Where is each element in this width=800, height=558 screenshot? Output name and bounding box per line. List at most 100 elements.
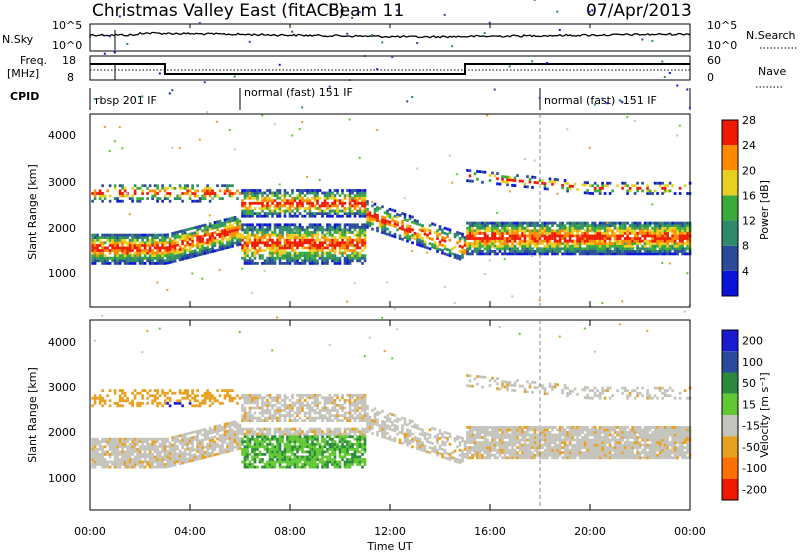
- power-cell: [659, 250, 662, 253]
- power-cell: [186, 254, 189, 257]
- velocity-cell: [246, 419, 249, 422]
- power-cell: [676, 245, 679, 248]
- velocity-cell: [281, 438, 284, 441]
- power-cell: [101, 254, 104, 257]
- power-cell: [94, 244, 97, 247]
- power-cell: [349, 259, 352, 262]
- velocity-cell: [299, 402, 302, 405]
- power-cell: [234, 234, 237, 237]
- power-cell: [449, 229, 452, 232]
- velocity-cell: [314, 394, 317, 397]
- power-cell: [271, 244, 274, 247]
- power-cell: [686, 235, 689, 238]
- velocity-cell: [169, 238, 171, 240]
- velocity-cell: [301, 445, 304, 448]
- power-cell: [224, 192, 227, 195]
- power-cell: [356, 199, 359, 202]
- power-cell: [274, 205, 277, 208]
- power-cell: [566, 235, 569, 238]
- power-cell: [674, 192, 677, 195]
- velocity-cell: [241, 394, 244, 397]
- velocity-cell: [284, 451, 287, 454]
- velocity-cell: [276, 317, 278, 319]
- velocity-cell: [151, 402, 154, 405]
- power-cell: [221, 242, 224, 245]
- power-cell: [594, 240, 597, 243]
- power-cell: [206, 190, 209, 193]
- power-cell: [529, 242, 532, 245]
- power-cell: [166, 262, 169, 265]
- power-cell: [556, 178, 559, 181]
- power-cell: [419, 239, 422, 242]
- velocity-cell: [101, 453, 104, 456]
- power-cell: [619, 229, 622, 232]
- power-cell: [209, 248, 212, 251]
- velocity-cell: [264, 453, 267, 456]
- velocity-cell: [169, 455, 172, 458]
- power-cell: [126, 247, 129, 250]
- velocity-cell: [309, 451, 312, 454]
- power-cell: [436, 245, 439, 248]
- velocity-cell: [204, 399, 207, 402]
- velocity-cell: [159, 453, 162, 456]
- velocity-cell: [311, 445, 314, 448]
- velocity-cell: [161, 448, 164, 451]
- power-cell: [101, 184, 104, 187]
- velocity-cell: [324, 440, 327, 443]
- power-cell: [641, 190, 644, 193]
- velocity-cell: [119, 399, 122, 402]
- power-cell: [339, 247, 342, 250]
- power-cell: [349, 257, 352, 260]
- power-cell: [559, 224, 562, 227]
- power-cell: [496, 247, 499, 250]
- power-cell: [159, 259, 162, 262]
- power-cell: [651, 229, 654, 232]
- velocity-cell: [254, 407, 257, 410]
- velocity-cell: [231, 449, 234, 452]
- power-cell: [246, 252, 249, 255]
- power-cell: [604, 245, 607, 248]
- power-cell: [394, 233, 397, 236]
- velocity-cell: [261, 414, 264, 417]
- power-cell: [561, 229, 564, 232]
- velocity-cell: [244, 458, 247, 461]
- power-cell: [181, 235, 184, 238]
- power-cell: [101, 236, 104, 239]
- power-cell: [356, 247, 359, 250]
- power-cell: [166, 254, 169, 257]
- power-cell: [644, 240, 647, 243]
- power-cell: [511, 232, 514, 235]
- velocity-cell: [206, 435, 209, 438]
- power-cell: [359, 194, 362, 197]
- power-cell: [556, 229, 559, 232]
- power-cell: [324, 239, 327, 242]
- velocity-cell: [251, 428, 254, 431]
- power-cell: [261, 192, 264, 195]
- power-cell: [646, 222, 649, 225]
- power-cell: [451, 253, 454, 256]
- power-cell: [404, 216, 407, 219]
- velocity-cell: [301, 433, 304, 436]
- power-cell: [681, 237, 684, 240]
- velocity-cell: [171, 147, 173, 149]
- power-cell: [209, 251, 212, 254]
- velocity-cell: [279, 433, 282, 436]
- power-cell: [236, 226, 239, 229]
- velocity-cell: [186, 392, 189, 395]
- power-cell: [549, 247, 552, 250]
- power-cell: [141, 234, 144, 237]
- velocity-cell: [131, 451, 134, 454]
- power-cell: [314, 247, 317, 250]
- power-cell: [231, 195, 234, 198]
- power-cell: [314, 207, 317, 210]
- power-cell: [191, 232, 194, 235]
- velocity-cell: [296, 448, 299, 451]
- velocity-cell: [116, 466, 119, 469]
- power-cell: [394, 235, 397, 238]
- power-cell: [629, 237, 632, 240]
- power-cell: [296, 231, 299, 234]
- power-cell: [169, 258, 172, 261]
- power-cell: [599, 247, 602, 250]
- nsky-line: [90, 33, 690, 39]
- power-cell: [351, 252, 354, 255]
